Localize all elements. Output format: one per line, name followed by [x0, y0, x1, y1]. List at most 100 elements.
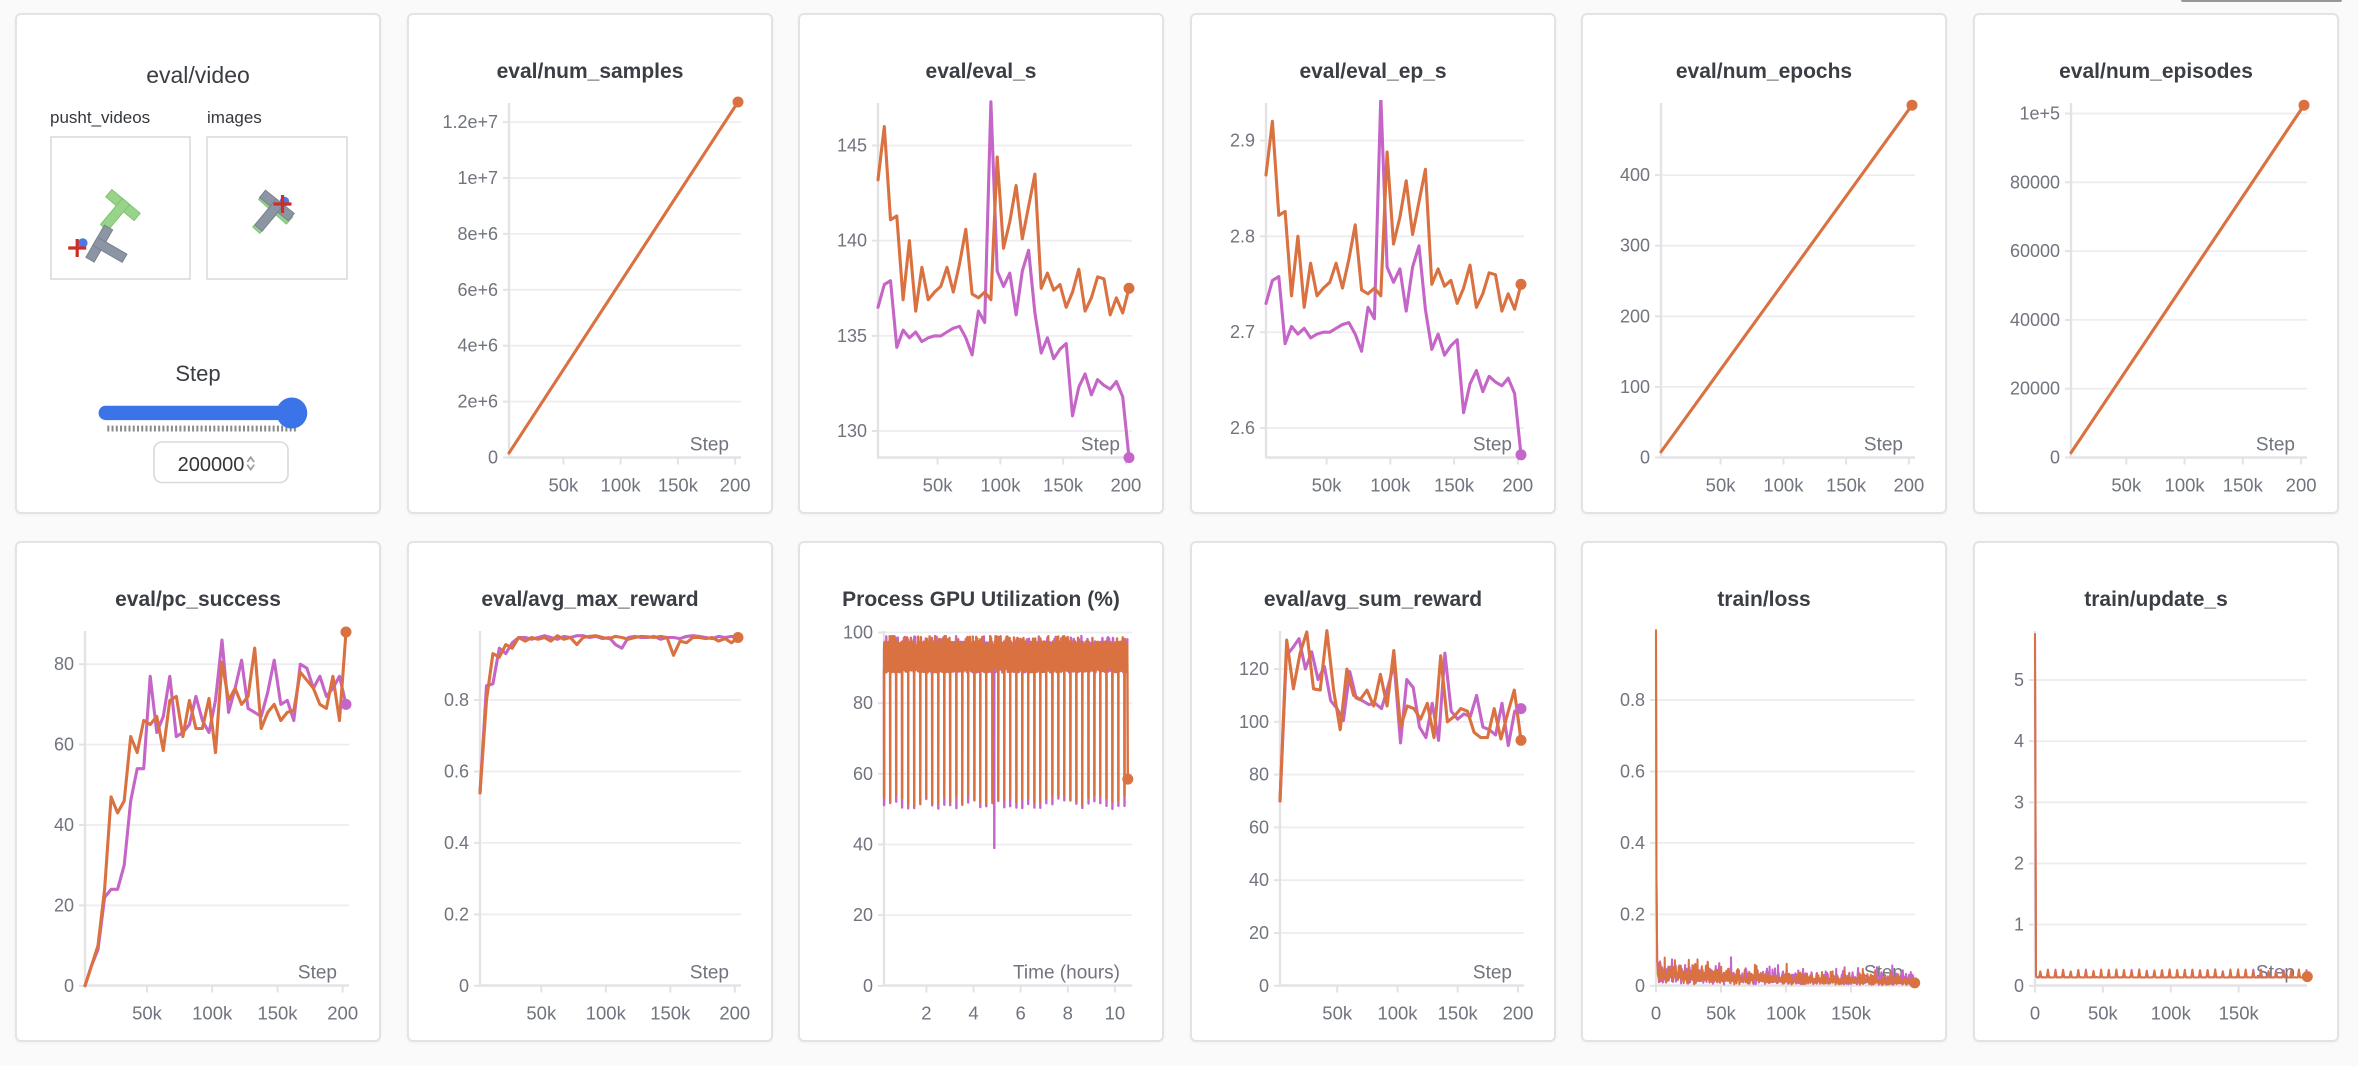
svg-text:150k: 150k	[1831, 1003, 1872, 1024]
svg-text:50k: 50k	[1312, 475, 1343, 496]
svg-text:40: 40	[54, 815, 74, 835]
svg-text:200: 200	[719, 1003, 750, 1024]
svg-text:40: 40	[853, 835, 873, 855]
svg-text:0.4: 0.4	[444, 833, 469, 853]
svg-text:20000: 20000	[2010, 379, 2060, 399]
svg-text:200000: 200000	[178, 454, 245, 476]
svg-text:0: 0	[1259, 976, 1269, 996]
svg-text:eval/pc_success: eval/pc_success	[115, 588, 281, 611]
svg-text:Step: Step	[298, 963, 337, 984]
svg-text:100: 100	[1620, 377, 1650, 397]
svg-text:20: 20	[1249, 923, 1269, 943]
svg-text:0: 0	[2050, 448, 2060, 468]
svg-text:100k: 100k	[1377, 1003, 1418, 1024]
svg-text:120: 120	[1239, 659, 1269, 679]
svg-text:200: 200	[1503, 1003, 1534, 1024]
svg-text:0: 0	[1635, 976, 1645, 996]
svg-text:Process GPU Utilization (%): Process GPU Utilization (%)	[842, 588, 1120, 611]
svg-text:Step: Step	[1864, 435, 1903, 456]
svg-text:100k: 100k	[1763, 475, 1804, 496]
svg-text:3: 3	[2014, 792, 2024, 812]
svg-text:200: 200	[1110, 475, 1141, 496]
svg-text:100k: 100k	[2165, 475, 2206, 496]
svg-text:20: 20	[853, 905, 873, 925]
svg-text:140: 140	[837, 231, 867, 251]
svg-text:0.8: 0.8	[444, 690, 469, 710]
svg-text:images: images	[207, 108, 262, 127]
svg-text:40: 40	[1249, 870, 1269, 890]
svg-text:6: 6	[1015, 1003, 1025, 1024]
svg-text:Step: Step	[690, 963, 729, 984]
svg-text:50k: 50k	[1706, 1003, 1737, 1024]
svg-text:1.2e+7: 1.2e+7	[442, 112, 498, 132]
svg-text:80000: 80000	[2010, 172, 2060, 192]
svg-text:150k: 150k	[2219, 1003, 2260, 1024]
svg-text:50k: 50k	[132, 1003, 163, 1024]
svg-text:150k: 150k	[1043, 475, 1084, 496]
svg-text:50k: 50k	[548, 475, 579, 496]
svg-text:50k: 50k	[2088, 1003, 2119, 1024]
svg-text:5: 5	[2014, 670, 2024, 690]
svg-text:0.2: 0.2	[444, 904, 469, 924]
svg-text:0.6: 0.6	[1620, 762, 1645, 782]
svg-text:300: 300	[1620, 236, 1650, 256]
svg-text:50k: 50k	[526, 1003, 557, 1024]
svg-text:eval/video: eval/video	[146, 62, 250, 88]
svg-text:100k: 100k	[980, 475, 1021, 496]
svg-text:eval/eval_s: eval/eval_s	[926, 60, 1037, 83]
svg-text:Step: Step	[1473, 963, 1512, 984]
svg-text:8e+6: 8e+6	[457, 224, 498, 244]
svg-text:0: 0	[1640, 448, 1650, 468]
svg-text:200: 200	[1893, 475, 1924, 496]
svg-text:eval/avg_sum_reward: eval/avg_sum_reward	[1264, 588, 1482, 611]
svg-text:train/loss: train/loss	[1717, 588, 1810, 611]
svg-text:80: 80	[1249, 765, 1269, 785]
svg-text:4: 4	[968, 1003, 978, 1024]
svg-text:6e+6: 6e+6	[457, 280, 498, 300]
svg-text:100: 100	[1239, 712, 1269, 732]
svg-text:150k: 150k	[2223, 475, 2264, 496]
svg-text:20: 20	[54, 895, 74, 915]
svg-text:4: 4	[2014, 731, 2024, 751]
svg-text:200: 200	[1502, 475, 1533, 496]
svg-text:150k: 150k	[1826, 475, 1867, 496]
svg-text:0: 0	[863, 976, 873, 996]
svg-text:50k: 50k	[923, 475, 954, 496]
svg-text:0: 0	[2030, 1003, 2040, 1024]
svg-text:40000: 40000	[2010, 310, 2060, 330]
svg-text:100k: 100k	[1766, 1003, 1807, 1024]
svg-text:80: 80	[853, 693, 873, 713]
svg-text:eval/num_episodes: eval/num_episodes	[2059, 60, 2253, 83]
svg-text:200: 200	[1620, 306, 1650, 326]
svg-text:1e+5: 1e+5	[2019, 104, 2060, 124]
svg-text:2: 2	[2014, 854, 2024, 874]
svg-text:0: 0	[2014, 976, 2024, 996]
svg-text:200: 200	[327, 1003, 358, 1024]
svg-text:0: 0	[1651, 1003, 1661, 1024]
svg-text:2.6: 2.6	[1230, 418, 1255, 438]
svg-text:50k: 50k	[1322, 1003, 1353, 1024]
svg-text:0: 0	[64, 976, 74, 996]
svg-text:150k: 150k	[658, 475, 699, 496]
svg-text:200: 200	[2286, 475, 2317, 496]
svg-text:0: 0	[488, 448, 498, 468]
svg-text:0.8: 0.8	[1620, 690, 1645, 710]
svg-text:50k: 50k	[2111, 475, 2142, 496]
svg-text:100k: 100k	[601, 475, 642, 496]
svg-text:100k: 100k	[586, 1003, 627, 1024]
svg-text:0.4: 0.4	[1620, 833, 1645, 853]
svg-text:eval/num_samples: eval/num_samples	[497, 60, 684, 83]
svg-text:2.9: 2.9	[1230, 131, 1255, 151]
svg-text:train/update_s: train/update_s	[2084, 588, 2228, 611]
svg-text:pusht_videos: pusht_videos	[50, 108, 150, 127]
svg-text:150k: 150k	[257, 1003, 298, 1024]
svg-text:100k: 100k	[2151, 1003, 2192, 1024]
svg-text:Step: Step	[175, 361, 220, 386]
svg-text:150k: 150k	[650, 1003, 691, 1024]
svg-text:eval/eval_ep_s: eval/eval_ep_s	[1299, 60, 1446, 83]
svg-text:2.7: 2.7	[1230, 322, 1255, 342]
svg-text:60: 60	[54, 735, 74, 755]
svg-text:2e+6: 2e+6	[457, 392, 498, 412]
svg-text:0: 0	[459, 976, 469, 996]
svg-text:60: 60	[1249, 817, 1269, 837]
